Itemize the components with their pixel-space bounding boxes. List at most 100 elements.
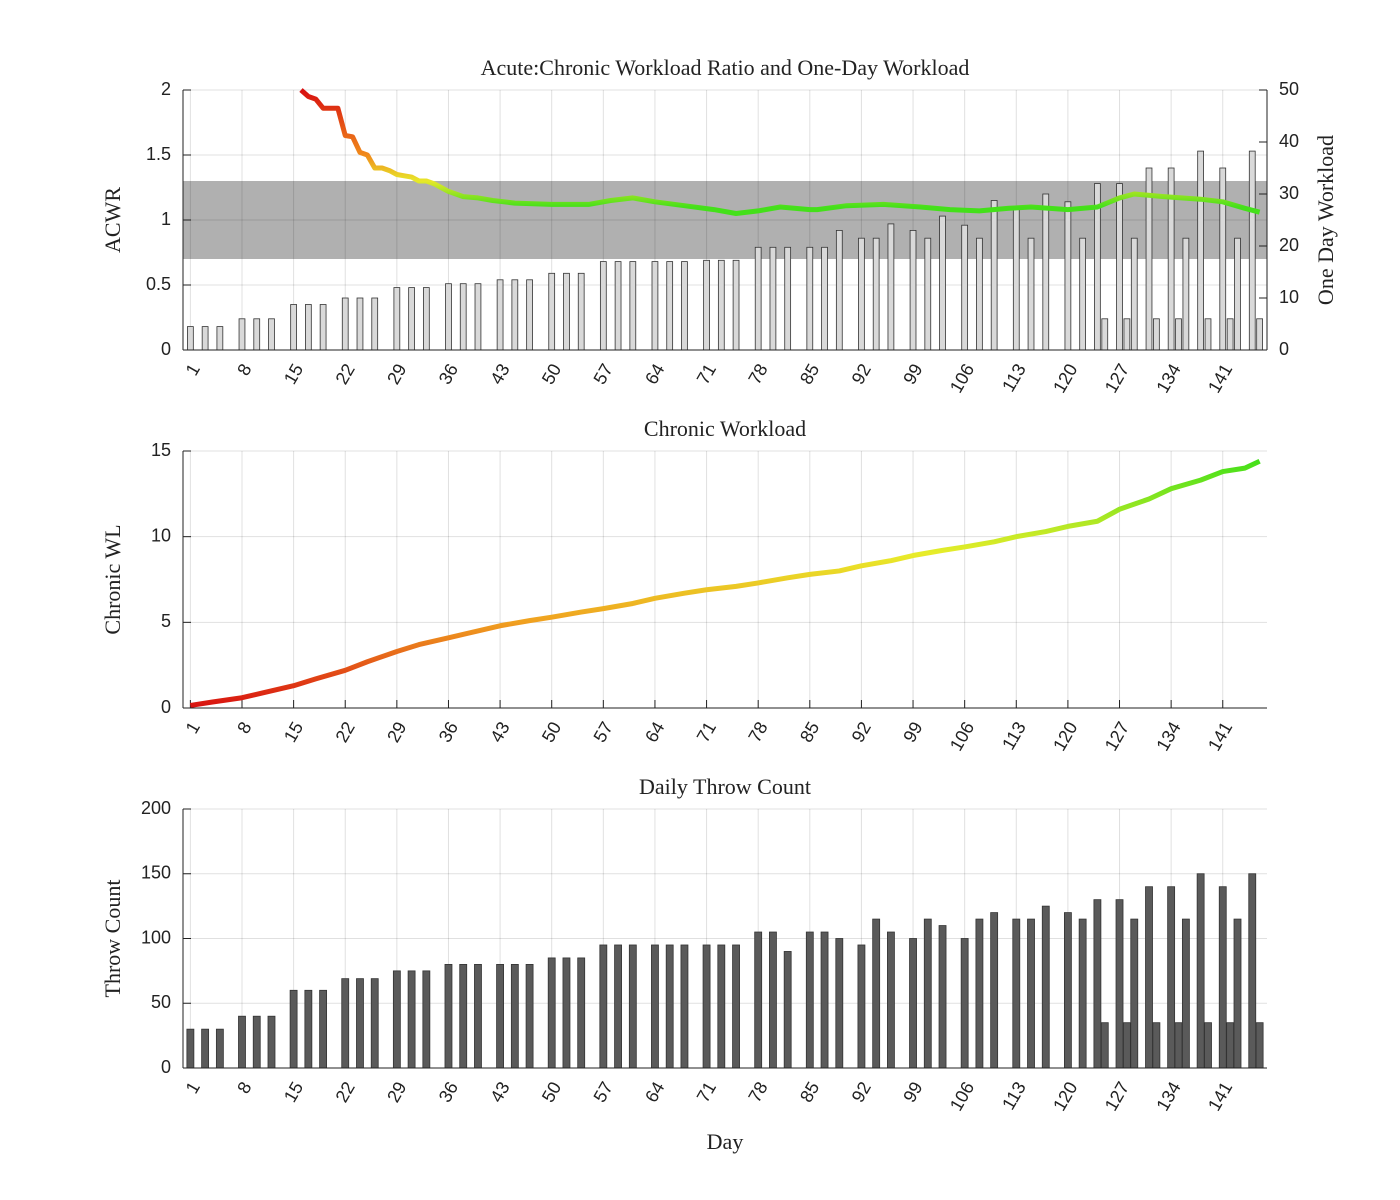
bar [444,964,453,1069]
y-tick-label: 100 [141,927,171,947]
x-tick-label: 134 [1152,718,1184,754]
bar [1226,318,1234,351]
y2-tick-label: 0 [1279,339,1289,359]
bar [872,918,881,1069]
bar [577,272,585,351]
bar [267,1015,276,1069]
x-tick-label: 36 [435,1078,462,1105]
bar [783,951,792,1069]
x-tick-label: 64 [641,1078,668,1105]
x-tick-label: 127 [1101,1078,1133,1114]
x-tick-label: 141 [1204,718,1236,754]
x-tick-label: 29 [383,360,410,387]
bar [835,938,844,1069]
bar [1182,237,1190,351]
x-tick-label: 92 [848,718,875,745]
y-tick-label: 150 [141,863,171,883]
x-tick-label: 85 [796,1078,823,1105]
bar [187,326,194,351]
bar [1219,167,1227,351]
x-tick-label: 106 [946,1078,978,1114]
bar [1256,318,1263,351]
bar [702,944,711,1069]
bar [238,1015,246,1069]
bar [680,944,689,1069]
bar [1115,899,1124,1069]
bar [754,246,762,351]
bar [1027,918,1035,1069]
x-tick-label: 99 [899,360,926,387]
x-tick-label: 71 [693,360,720,387]
bar [805,931,814,1069]
bar [268,318,275,351]
bar [1100,1022,1109,1069]
bar [1248,873,1257,1069]
bar [408,287,415,351]
x-tick-label: 15 [280,1078,307,1105]
bar [887,223,895,351]
bar [1101,318,1109,351]
x-tick-label: 64 [641,718,668,745]
x-tick-label: 57 [590,1078,617,1105]
x-tick-label: 85 [796,718,823,745]
bar [1012,918,1021,1069]
bar [474,964,482,1069]
x-tick-label: 43 [486,718,513,745]
bar [1197,150,1204,351]
bar [547,957,556,1069]
x-tick-label: 15 [280,360,307,387]
bar [732,944,740,1069]
y2-tick-label: 20 [1279,235,1299,255]
bar [1218,886,1227,1069]
y-tick-label: 1.5 [146,144,171,164]
bar [407,970,416,1069]
bar [1064,201,1072,351]
bar [1204,1022,1212,1069]
x-tick-label: 8 [233,1078,255,1097]
bar [215,1028,224,1069]
bar [510,964,519,1069]
x-tick-label: 134 [1152,1078,1184,1114]
bar [717,944,726,1069]
x-tick-label: 113 [998,1078,1030,1113]
bar [614,261,622,351]
bar [371,297,379,351]
x-tick-label: 120 [1049,718,1081,754]
x-tick-label: 8 [233,360,255,379]
bar [754,931,763,1069]
y-tick-label: 15 [151,440,171,460]
x-tick-label: 141 [1204,360,1236,396]
bar [835,229,843,351]
bar [459,283,467,351]
bar [1167,886,1176,1069]
bar [1130,918,1139,1069]
bar [304,989,313,1069]
bar [939,215,946,351]
bar [459,964,468,1069]
bar [599,944,608,1069]
y-tick-label: 0 [161,339,171,359]
bar [356,978,364,1069]
bar [990,200,998,351]
x-tick-label: 141 [1204,1078,1236,1114]
bar [651,944,659,1069]
x-tick-label: 57 [590,718,617,745]
bar [923,918,932,1069]
x-tick-label: 71 [693,718,720,745]
bar [887,931,895,1069]
bar [392,970,401,1069]
bar [238,318,246,351]
bar [1153,318,1160,351]
bar [252,1015,261,1069]
bar [319,989,328,1069]
bar [422,970,431,1069]
bar [563,272,570,351]
bar [319,304,327,351]
x-tick-label: 50 [538,360,565,387]
x-tick-label: 50 [538,718,565,745]
y-tick-label: 5 [161,611,171,631]
bar [201,326,209,351]
x-tick-label: 99 [899,1078,926,1105]
x-tick-label: 64 [641,360,668,387]
bar [924,237,932,351]
